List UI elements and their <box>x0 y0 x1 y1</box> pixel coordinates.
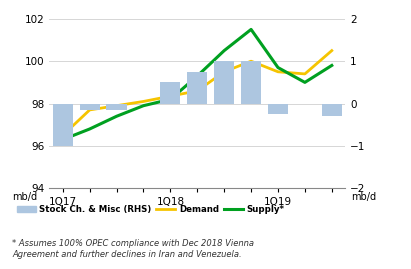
Text: mb/d: mb/d <box>12 192 37 202</box>
Bar <box>160 82 180 104</box>
Text: mb/d: mb/d <box>351 192 376 202</box>
Bar <box>53 104 73 146</box>
Bar <box>80 104 100 110</box>
Bar <box>214 61 234 104</box>
Bar <box>268 104 288 114</box>
Text: * Assumes 100% OPEC compliance with Dec 2018 Vienna
Agreement and further declin: * Assumes 100% OPEC compliance with Dec … <box>12 239 254 259</box>
Bar <box>322 104 342 116</box>
Bar <box>187 72 208 104</box>
Bar <box>241 61 261 104</box>
Legend: Stock Ch. & Misc (RHS), Demand, Supply*: Stock Ch. & Misc (RHS), Demand, Supply* <box>16 205 284 214</box>
Bar <box>106 104 127 110</box>
